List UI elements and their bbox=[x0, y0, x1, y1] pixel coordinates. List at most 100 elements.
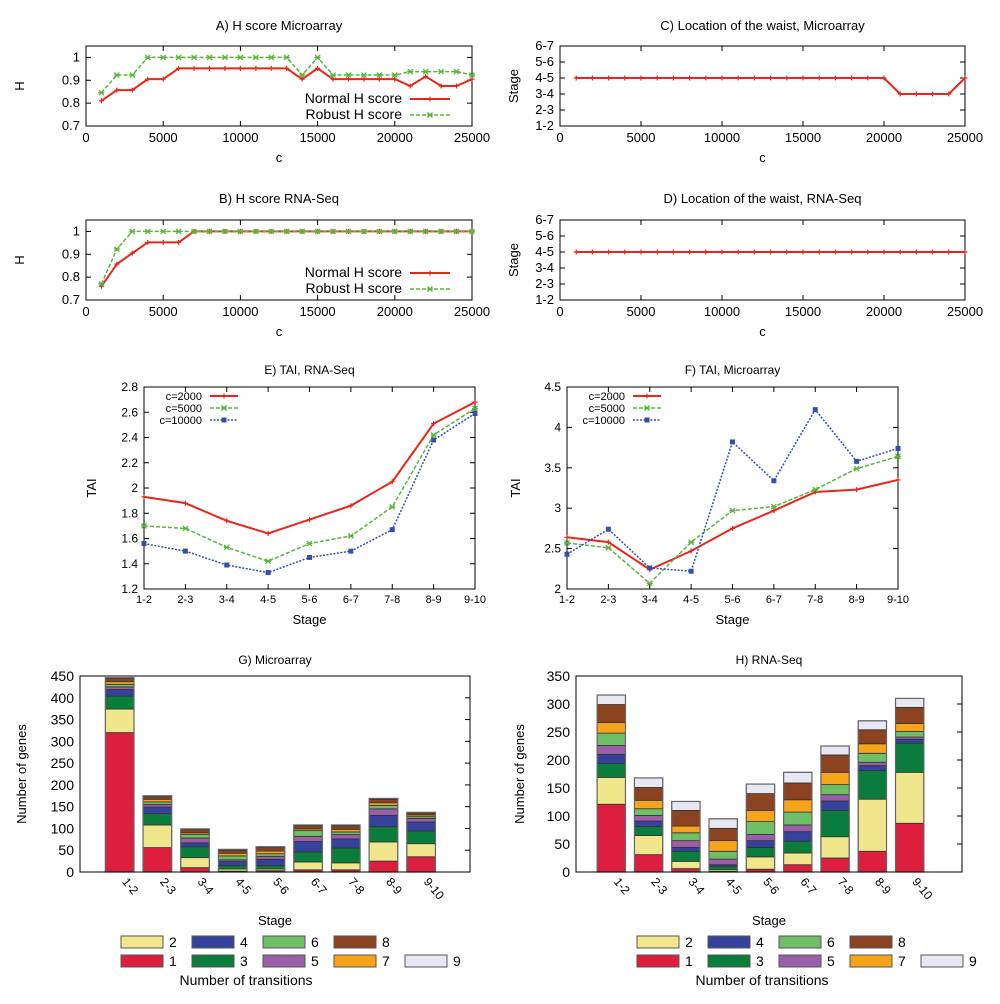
chart-title: E) TAI, RNA-Seq bbox=[264, 363, 354, 377]
bar-segment bbox=[820, 771, 850, 786]
plus-marker bbox=[849, 75, 855, 81]
x-tick-label: 3-4 bbox=[686, 875, 708, 898]
plus-marker bbox=[962, 75, 968, 81]
x-tick-label: 1-2 bbox=[559, 594, 575, 606]
star-marker bbox=[268, 54, 275, 61]
bar-segment bbox=[634, 799, 664, 810]
bar-stack bbox=[820, 745, 850, 873]
chart-title: H) RNA-Seq bbox=[736, 653, 803, 667]
bar-segment bbox=[180, 842, 210, 848]
bar-segment bbox=[180, 867, 210, 873]
series-robust-h-score bbox=[98, 54, 475, 96]
plus-marker bbox=[751, 249, 757, 255]
x-tick-label: 0 bbox=[82, 304, 89, 319]
legend-label: 3 bbox=[240, 953, 248, 969]
bar-segment bbox=[180, 857, 210, 869]
legend-swatch bbox=[707, 954, 751, 968]
bar-segment bbox=[745, 810, 776, 823]
bar-segment bbox=[783, 824, 813, 833]
star-marker bbox=[299, 72, 306, 78]
legend-swatch bbox=[707, 935, 751, 949]
x-tick-label: 1-2 bbox=[136, 594, 152, 606]
plus-marker bbox=[606, 75, 612, 81]
legend-label: c=5000 bbox=[166, 403, 202, 415]
plus-marker bbox=[145, 76, 151, 82]
plus-marker bbox=[638, 249, 644, 255]
x-tick-label: 7-8 bbox=[835, 875, 857, 898]
bar-segment bbox=[104, 732, 135, 873]
y-axis-label: Stage bbox=[506, 69, 521, 103]
star-marker bbox=[422, 68, 429, 75]
series-line bbox=[566, 408, 899, 573]
square-marker bbox=[854, 458, 860, 464]
plus-marker bbox=[622, 75, 628, 81]
legend-label: 4 bbox=[756, 934, 764, 950]
legend-swatch bbox=[849, 935, 893, 949]
bar-stack bbox=[368, 797, 399, 873]
bar-segment bbox=[142, 806, 173, 815]
bar-segment bbox=[671, 840, 701, 848]
bar-segment bbox=[218, 855, 248, 861]
legend-label: 8 bbox=[898, 934, 906, 950]
bar-segment bbox=[820, 800, 850, 811]
plus-marker bbox=[315, 65, 321, 71]
plus-marker bbox=[431, 421, 437, 427]
star-marker bbox=[427, 286, 433, 292]
plus-marker bbox=[771, 508, 777, 514]
star-marker bbox=[812, 486, 819, 493]
x-tick-label: 0 bbox=[82, 130, 89, 145]
square-marker bbox=[431, 437, 437, 443]
y-tick-label: 0 bbox=[66, 864, 74, 880]
plus-marker bbox=[589, 75, 595, 81]
x-tick-label: 5000 bbox=[149, 304, 178, 319]
chart-title: G) Microarray bbox=[238, 653, 311, 667]
bar-segment bbox=[634, 835, 664, 856]
chart-D: D) Location of the waist, RNA-Seq c Stage 0… bbox=[506, 191, 983, 339]
star-marker bbox=[113, 72, 120, 78]
legend-label: 2 bbox=[169, 934, 177, 950]
legend-label: 6 bbox=[827, 934, 835, 950]
star-marker bbox=[237, 54, 244, 61]
legend-label: Robust H score bbox=[306, 280, 403, 296]
star-marker bbox=[453, 68, 460, 75]
bar-stack bbox=[406, 811, 437, 873]
bar-segment bbox=[331, 847, 361, 864]
plus-marker bbox=[299, 76, 305, 82]
star-marker bbox=[191, 54, 198, 61]
y-tick-label: 1.6 bbox=[121, 532, 138, 546]
legend-label: c=2000 bbox=[166, 391, 202, 403]
bar-segment bbox=[820, 745, 850, 756]
bar-segment bbox=[820, 784, 850, 796]
bar-segment bbox=[255, 858, 286, 866]
plus-marker bbox=[751, 75, 757, 81]
star-marker bbox=[646, 580, 653, 587]
x-tick-label: 2-3 bbox=[177, 594, 193, 606]
y-tick-label: 300 bbox=[51, 733, 75, 749]
plus-marker bbox=[284, 65, 290, 71]
bar-segment bbox=[142, 824, 173, 849]
series-line bbox=[100, 230, 472, 285]
x-tick-label: 8-9 bbox=[426, 594, 442, 606]
plus-marker bbox=[454, 83, 460, 89]
bar-segment bbox=[820, 857, 850, 873]
x-tick-label: 4-5 bbox=[260, 594, 276, 606]
x-tick-label: 6-7 bbox=[766, 594, 782, 606]
plus-marker bbox=[160, 239, 166, 245]
plus-marker bbox=[895, 477, 901, 483]
bar-segment bbox=[783, 840, 813, 854]
legend-swatch bbox=[636, 935, 680, 949]
chart-title: D) Location of the waist, RNA-Seq bbox=[664, 191, 862, 206]
star-marker bbox=[345, 72, 352, 78]
star-marker bbox=[376, 72, 383, 78]
star-marker bbox=[160, 228, 167, 235]
bar-stack bbox=[708, 818, 738, 873]
bar-segment bbox=[180, 829, 210, 834]
plus-marker bbox=[670, 75, 676, 81]
star-marker bbox=[314, 228, 321, 235]
bar-stack bbox=[782, 771, 813, 873]
square-marker bbox=[472, 411, 478, 417]
plus-marker bbox=[221, 393, 227, 399]
y-tick-label: 350 bbox=[547, 668, 571, 684]
